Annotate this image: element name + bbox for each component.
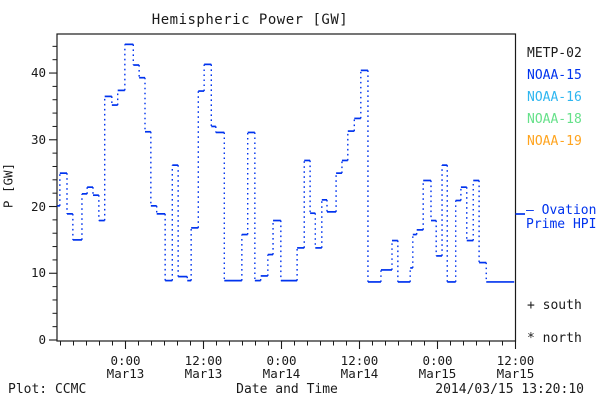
model-legend-line2: Prime HPI	[526, 217, 597, 232]
x-tick-time: 12:00	[340, 353, 379, 368]
x-tick-label: 0:00 Mar13	[87, 353, 165, 381]
north-marker-legend: * north	[527, 331, 582, 346]
y-tick-label: 30	[30, 131, 46, 147]
legend-item-noaa-19: NOAA-19	[527, 134, 582, 149]
x-tick-date: Mar15	[418, 365, 457, 381]
y-tick-label: 20	[30, 198, 46, 214]
plot-timestamp: 2014/03/15 13:20:10	[435, 382, 584, 397]
legend-item-metp-02: METP-02	[527, 46, 582, 61]
x-tick-label: 12:00 Mar13	[165, 353, 243, 381]
chart-title: Hemispheric Power [GW]	[151, 12, 349, 28]
x-tick-label: 12:00 Mar15	[477, 353, 555, 381]
legend-item-noaa-18: NOAA-18	[527, 112, 582, 127]
y-tick-label: 40	[30, 65, 46, 81]
legend-item-noaa-15: NOAA-15	[527, 68, 582, 83]
x-tick-time: 12:00	[496, 353, 535, 368]
x-tick-label: 12:00 Mar14	[321, 353, 399, 381]
x-tick-date: Mar13	[106, 365, 145, 381]
plot-credit: Plot: CCMC	[8, 382, 87, 397]
legend-item-noaa-16: NOAA-16	[527, 90, 582, 105]
model-legend-line1: — Ovation	[526, 203, 597, 218]
x-tick-date: Mar14	[262, 365, 301, 381]
y-tick-label: 0	[38, 332, 46, 347]
x-tick-time: 0:00	[266, 353, 297, 368]
y-tick-label: 10	[30, 265, 46, 281]
x-axis-title: Date and Time	[236, 382, 338, 397]
x-tick-label: 0:00 Mar14	[243, 353, 321, 381]
axes-frame	[56, 33, 517, 342]
x-tick-date: Mar13	[184, 365, 223, 381]
x-tick-time: 0:00	[110, 353, 141, 368]
x-tick-label: 0:00 Mar15	[399, 353, 477, 381]
x-tick-date: Mar15	[496, 365, 535, 381]
x-tick-time: 12:00	[184, 353, 223, 368]
south-marker-legend: + south	[527, 298, 582, 313]
x-tick-date: Mar14	[340, 365, 379, 381]
x-tick-time: 0:00	[422, 353, 453, 368]
